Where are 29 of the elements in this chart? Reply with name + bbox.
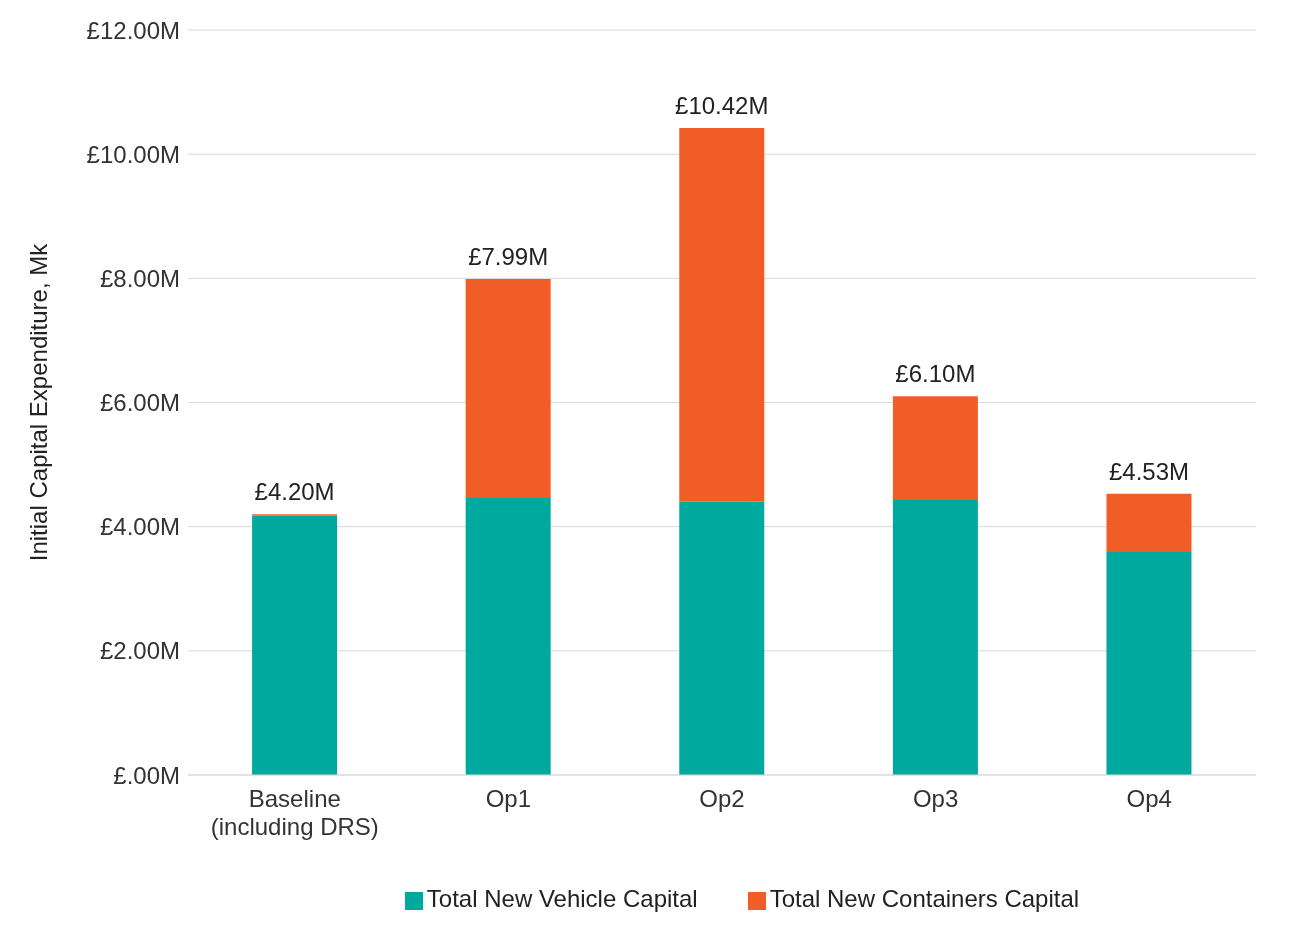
bar: [679, 128, 765, 502]
total-label: £6.10M: [895, 360, 976, 388]
y-tick-label: £.00M: [113, 761, 180, 789]
x-tick-label: Baseline (including DRS): [210, 785, 379, 840]
x-tick-label: Op4: [1126, 785, 1172, 812]
bar: [252, 515, 338, 775]
total-label: £4.53M: [1108, 457, 1190, 485]
bar: [465, 278, 551, 499]
total-label: £10.42M: [675, 92, 769, 120]
bar: [465, 498, 551, 775]
bar: [1106, 493, 1192, 553]
x-tick-label: Op2: [699, 785, 745, 812]
bar: [892, 396, 978, 500]
legend-label: Total New Vehicle Capital: [426, 885, 698, 912]
y-tick-label: £2.00M: [99, 637, 180, 665]
x-tick-label: Op3: [912, 785, 959, 812]
total-label: £4.20M: [254, 478, 335, 506]
y-tick-label: £6.00M: [99, 389, 180, 417]
bar: [679, 501, 765, 775]
x-tick-label: Op1: [485, 785, 532, 812]
y-tick-label: £10.00M: [86, 140, 180, 168]
bar: [1106, 552, 1192, 775]
total-label: £7.99M: [468, 242, 549, 270]
y-tick-label: £8.00M: [99, 264, 180, 292]
y-tick-label: £4.00M: [99, 513, 180, 541]
legend-label: Total New Containers Capital: [769, 885, 1080, 912]
y-tick-label: £12.00M: [86, 16, 180, 44]
bar: [892, 499, 978, 775]
y-axis-title: Initial Capital Expenditure, Mk: [24, 242, 52, 562]
